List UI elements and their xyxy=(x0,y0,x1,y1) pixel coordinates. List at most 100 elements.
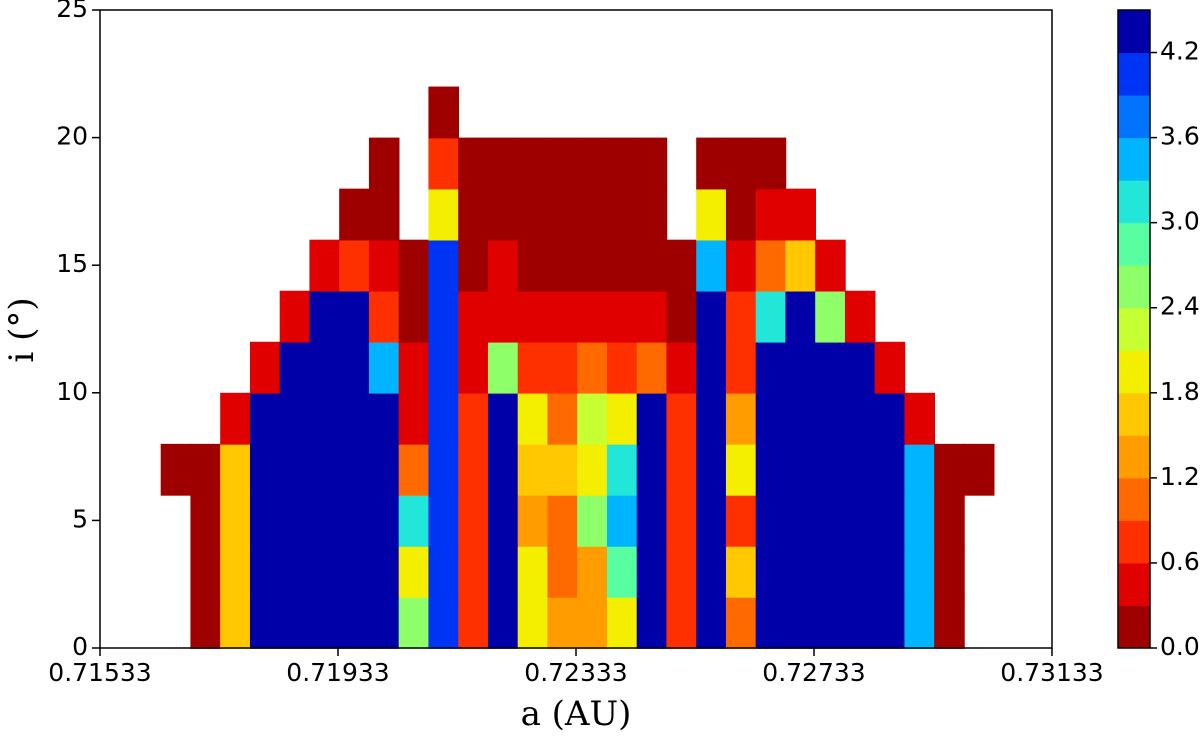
contour-cell xyxy=(725,137,757,190)
colorbar-band xyxy=(1118,137,1150,181)
contour-cell xyxy=(904,392,935,445)
contour-cell xyxy=(458,392,489,445)
x-tick-label: 0.71933 xyxy=(286,658,389,687)
contour-cell xyxy=(844,494,876,547)
contour-cell xyxy=(458,341,489,394)
contour-cell xyxy=(577,392,608,445)
contour-cell xyxy=(755,137,787,190)
contour-cell xyxy=(815,290,846,343)
contour-cell xyxy=(606,239,638,292)
contour-cell xyxy=(547,545,578,598)
contour-cell xyxy=(398,239,430,292)
contour-cell xyxy=(696,494,727,547)
contour-cell xyxy=(577,341,608,394)
colorbar-band xyxy=(1118,605,1150,649)
contour-cell xyxy=(904,545,935,598)
contour-cell xyxy=(785,545,816,598)
contour-cell xyxy=(904,596,935,649)
colorbar-band xyxy=(1118,52,1150,96)
contour-cell xyxy=(487,545,519,598)
contour-cell xyxy=(458,494,489,547)
colorbar-band xyxy=(1118,477,1150,521)
colorbar-tick-label: 2.4 xyxy=(1160,292,1200,321)
contour-cell xyxy=(220,545,251,598)
contour-cell xyxy=(755,443,787,496)
contour-cell xyxy=(398,596,430,649)
contour-cell xyxy=(309,494,340,547)
contour-cell xyxy=(458,443,489,496)
contour-cell xyxy=(279,494,311,547)
contour-cell xyxy=(339,596,370,649)
contour-cell xyxy=(696,137,727,190)
contour-cell xyxy=(428,341,459,394)
contour-cell xyxy=(487,239,519,292)
colorbar-frame xyxy=(1117,9,1151,649)
contour-cell xyxy=(666,443,697,496)
contour-cell xyxy=(458,596,489,649)
plot-area xyxy=(160,86,995,649)
contour-cell xyxy=(725,545,757,598)
contour-cell xyxy=(874,443,906,496)
contour-cell xyxy=(309,341,340,394)
contour-cell xyxy=(279,341,311,394)
contour-cell xyxy=(844,596,876,649)
contour-cell xyxy=(636,290,668,343)
contour-cell xyxy=(309,239,340,292)
colorbar-tick-label: 4.2 xyxy=(1160,37,1200,66)
contour-cell xyxy=(220,443,251,496)
contour-cell xyxy=(458,239,489,292)
contour-cell xyxy=(428,443,459,496)
contour-cell xyxy=(725,494,757,547)
contour-cell xyxy=(636,137,668,190)
contour-cell xyxy=(874,392,906,445)
contour-cell xyxy=(279,290,311,343)
contour-cell xyxy=(368,494,400,547)
contour-cell xyxy=(725,392,757,445)
contour-cell xyxy=(398,341,430,394)
contour-cell xyxy=(725,188,757,241)
colorbar-band xyxy=(1118,10,1150,54)
colorbar-band xyxy=(1118,392,1150,436)
contour-cell xyxy=(279,392,311,445)
y-tick-label: 0 xyxy=(72,632,88,661)
contour-cell xyxy=(428,239,459,292)
contour-cell xyxy=(666,545,697,598)
contour-cell xyxy=(517,137,549,190)
contour-cell xyxy=(666,239,697,292)
contour-cell xyxy=(815,239,846,292)
plot-frame xyxy=(99,9,1053,649)
contour-cell xyxy=(398,494,430,547)
contour-cell xyxy=(517,239,549,292)
contour-cell xyxy=(785,494,816,547)
contour-cell xyxy=(249,443,281,496)
contour-cell xyxy=(220,494,251,547)
colorbar-band xyxy=(1118,180,1150,224)
contour-cell xyxy=(368,392,400,445)
y-tick-label: 5 xyxy=(72,504,88,533)
contour-cell xyxy=(636,494,668,547)
contour-cell xyxy=(339,290,370,343)
contour-cell xyxy=(249,392,281,445)
contour-cell xyxy=(636,545,668,598)
contour-cell xyxy=(577,545,608,598)
contour-cell xyxy=(398,290,430,343)
contour-cell xyxy=(666,494,697,547)
contour-cell xyxy=(785,443,816,496)
colorbar-band xyxy=(1118,307,1150,351)
contour-cell xyxy=(844,392,876,445)
colorbar-band xyxy=(1118,95,1150,139)
contour-cell xyxy=(517,392,549,445)
contour-cell xyxy=(636,188,668,241)
x-tick-label: 0.72333 xyxy=(524,658,627,687)
contour-cell xyxy=(636,239,668,292)
contour-cell xyxy=(458,290,489,343)
contour-cell xyxy=(725,341,757,394)
contour-cell xyxy=(309,290,340,343)
colorbar-band xyxy=(1118,435,1150,479)
contour-cell xyxy=(934,596,965,649)
contour-cell xyxy=(428,596,459,649)
contour-cell xyxy=(487,188,519,241)
contour-cell xyxy=(547,137,578,190)
contour-cell xyxy=(636,341,668,394)
